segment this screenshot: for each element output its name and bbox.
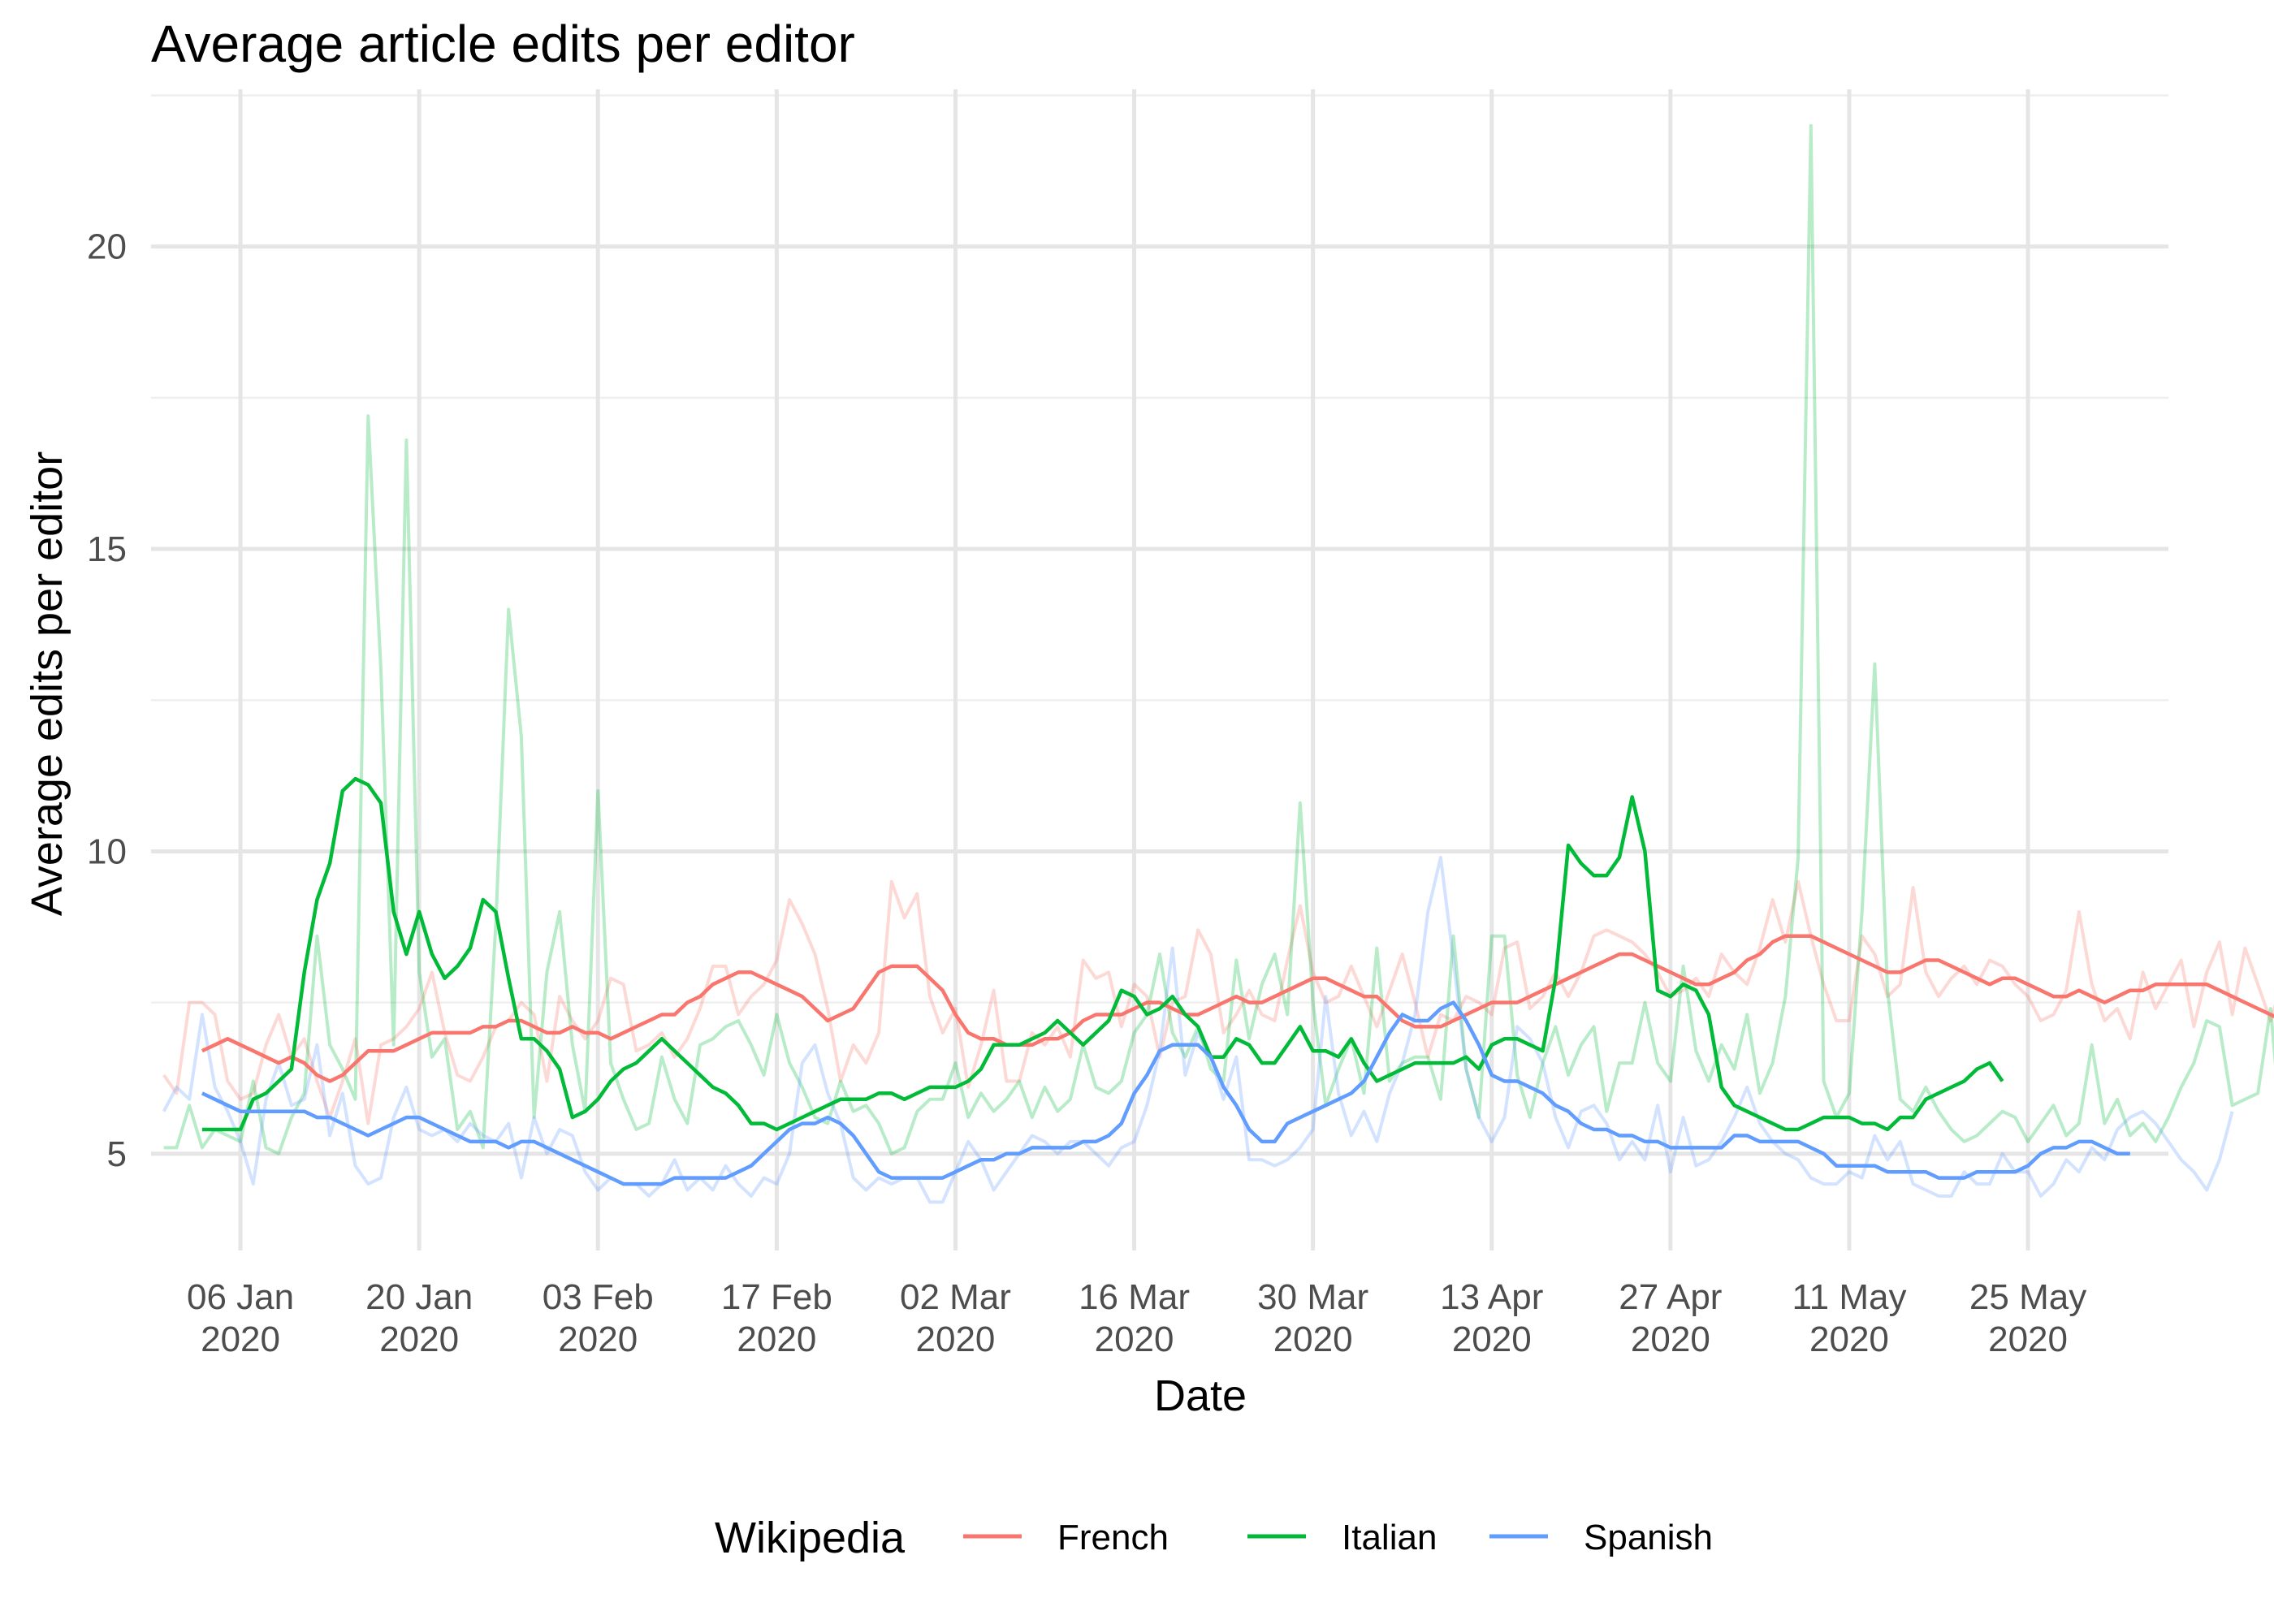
daily-series-lines (162, 123, 2274, 1204)
y-axis-ticks: 5 10 15 20 (87, 227, 127, 1174)
legend-title: Wikipedia (715, 1514, 906, 1562)
legend: Wikipedia French Italian Spanish (715, 1514, 1713, 1562)
x-tick-label: 27 Apr 2020 (1619, 1277, 1722, 1359)
y-tick-label: 15 (87, 529, 127, 569)
x-tick-label: 20 Jan 2020 (365, 1277, 473, 1359)
x-axis-title: Date (1154, 1371, 1247, 1420)
series-line-french-smoothed (201, 934, 2274, 1083)
series-line-spanish-smoothed (201, 1000, 2130, 1186)
x-tick-label: 06 Jan 2020 (187, 1277, 294, 1359)
legend-label-spanish: Spanish (1584, 1518, 1713, 1557)
x-axis-ticks: 06 Jan 2020 20 Jan 2020 03 Feb 2020 17 Feb 2020… (187, 1277, 2086, 1359)
x-tick-label: 11 May 2020 (1792, 1277, 1906, 1359)
x-tick-label: 17 Feb 2020 (721, 1277, 832, 1359)
x-tick-label: 02 Mar 2020 (900, 1277, 1011, 1359)
series-line-italian-daily (163, 123, 2274, 1155)
chart-title: Average article edits per editor (151, 15, 855, 73)
legend-items: French Italian Spanish (963, 1518, 1713, 1557)
series-line-italian-smoothed (201, 776, 2004, 1132)
x-tick-label: 30 Mar 2020 (1257, 1277, 1368, 1359)
smoothed-series-lines (201, 776, 2274, 1186)
legend-label-italian: Italian (1342, 1518, 1437, 1557)
legend-label-french: French (1057, 1518, 1169, 1557)
x-tick-label: 03 Feb 2020 (543, 1277, 654, 1359)
series-line-french-daily (162, 879, 2274, 1125)
x-tick-label: 25 May 2020 (1969, 1277, 2086, 1359)
y-tick-label: 20 (87, 227, 127, 267)
series-line-spanish-daily (162, 855, 2234, 1204)
y-tick-label: 5 (107, 1134, 127, 1174)
grid (151, 89, 2168, 1250)
y-axis-title: Average edits per editor (23, 451, 71, 916)
y-tick-label: 10 (87, 831, 127, 871)
x-tick-label: 16 Mar 2020 (1079, 1277, 1190, 1359)
x-tick-label: 13 Apr 2020 (1440, 1277, 1543, 1359)
